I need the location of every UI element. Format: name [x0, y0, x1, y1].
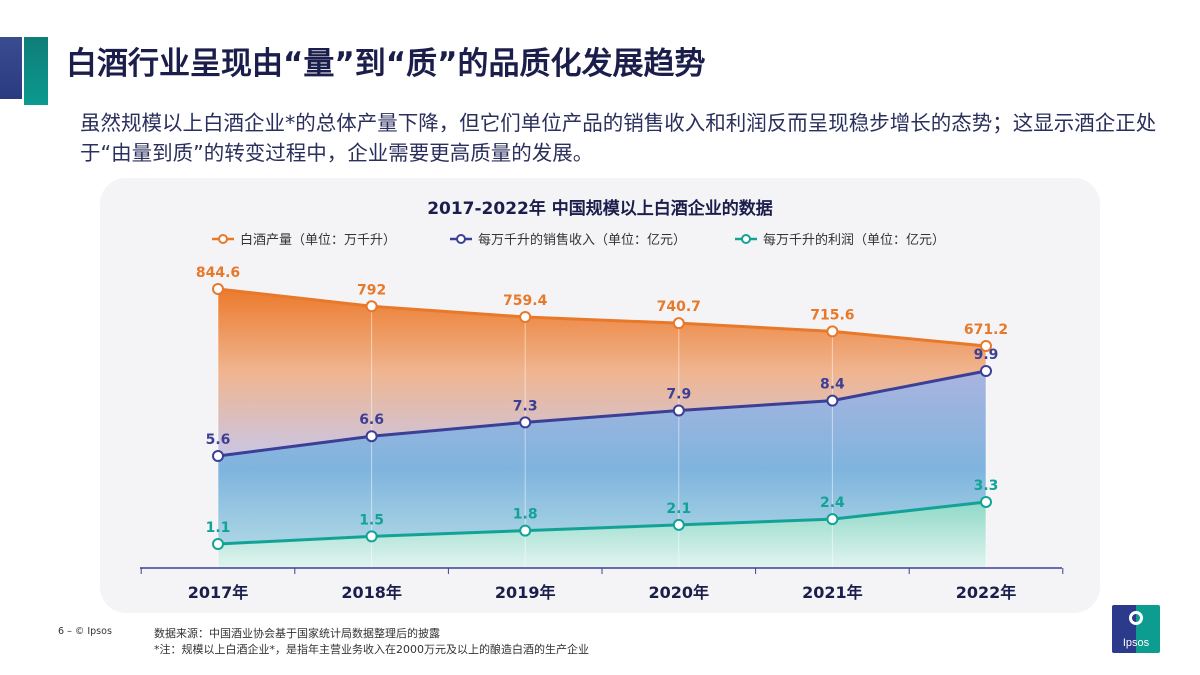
- data-label: 7.3: [513, 398, 538, 414]
- x-tick-label: 2022年: [956, 583, 1017, 602]
- data-point: [980, 495, 992, 508]
- legend-label: 白酒产量（单位：万千升）: [240, 232, 396, 248]
- legend-label: 每万千升的利润（单位：亿元）: [763, 232, 945, 248]
- series-line: [217, 287, 987, 348]
- data-label: 8.4: [820, 377, 845, 393]
- legend-item: 每万千升的利润（单位：亿元）: [735, 232, 945, 248]
- legend: 白酒产量（单位：万千升） 每万千升的销售收入（单位：亿元） 每万千升的利润（单位：亿…: [212, 232, 945, 248]
- page-title: 白酒行业呈现由“量”到“质”的品质化发展趋势: [66, 46, 706, 82]
- data-label: 671.2: [964, 322, 1008, 338]
- data-label: 1.8: [513, 507, 538, 523]
- data-point: [980, 339, 992, 352]
- data-point: [519, 416, 532, 429]
- data-label: 1.1: [206, 520, 231, 536]
- data-point: [519, 524, 532, 537]
- footnote: 数据来源：中国酒业协会基于国家统计局数据整理后的披露 *注：规模以上白酒企业*，…: [154, 626, 589, 658]
- data-label: 5.6: [206, 432, 231, 448]
- data-label: 2.1: [666, 501, 691, 517]
- data-point: [519, 311, 532, 324]
- data-point: [212, 450, 224, 462]
- note-text: *注：规模以上白酒企业*，是指年主营业务收入在2000万元及以上的酿造白酒的生产…: [154, 643, 589, 656]
- data-point: [672, 404, 685, 417]
- x-tick-label: 2020年: [649, 583, 710, 602]
- x-tick-label: 2018年: [341, 583, 402, 602]
- x-tick-label: 2019年: [495, 583, 556, 602]
- area-profit: [218, 501, 986, 568]
- ipsos-logo: Ipsos: [1112, 605, 1160, 653]
- data-label: 1.5: [359, 512, 384, 528]
- data-label: 792: [357, 282, 386, 298]
- data-point: [826, 325, 839, 338]
- data-point: [212, 283, 224, 295]
- data-label: 844.6: [196, 265, 240, 281]
- series-line: [217, 369, 987, 458]
- accent-bar-teal: [24, 37, 48, 105]
- area-revenue: [218, 370, 986, 568]
- data-label: 715.6: [810, 307, 854, 323]
- legend-label: 每万千升的销售收入（单位：亿元）: [478, 232, 686, 248]
- data-point: [365, 300, 378, 313]
- data-label: 6.6: [359, 412, 384, 428]
- page-number: 6 – © Ipsos: [58, 626, 112, 637]
- x-tick-label: 2021年: [802, 583, 863, 602]
- data-point: [672, 518, 685, 531]
- data-label: 3.3: [974, 478, 999, 494]
- data-label: 740.7: [657, 299, 701, 315]
- series-line: [217, 500, 987, 546]
- data-point: [980, 364, 992, 377]
- legend-item: 每万千升的销售收入（单位：亿元）: [450, 232, 686, 248]
- source-text: 数据来源：中国酒业协会基于国家统计局数据整理后的披露: [154, 627, 440, 640]
- x-tick-label: 2017年: [188, 583, 249, 602]
- data-label: 7.9: [666, 387, 691, 403]
- accent-bar-blue: [0, 37, 22, 99]
- data-point: [826, 513, 839, 526]
- data-label: 759.4: [503, 293, 548, 309]
- data-point: [365, 530, 378, 543]
- data-label: 2.4: [820, 495, 845, 511]
- chart-title: 2017-2022年 中国规模以上白酒企业的数据: [427, 198, 773, 219]
- data-point: [672, 317, 685, 330]
- data-point: [365, 430, 378, 443]
- legend-item: 白酒产量（单位：万千升）: [212, 232, 396, 248]
- data-point: [826, 394, 839, 407]
- page-subtitle: 虽然规模以上白酒企业*的总体产量下降，但它们单位产品的销售收入和利润反而呈现稳步…: [80, 111, 1157, 165]
- data-label: 9.9: [974, 347, 999, 363]
- data-point: [212, 538, 224, 550]
